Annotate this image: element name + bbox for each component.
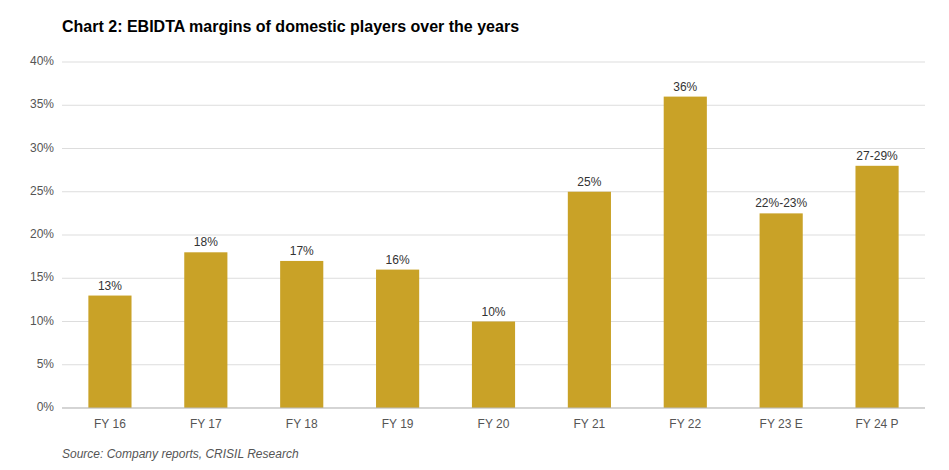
data-label: 36% [673,80,697,94]
source: Source: Company reports, CRISIL Research [62,447,299,461]
bar [280,261,323,408]
x-tick-label: FY 24 P [855,417,898,431]
x-tick-label: FY 23 E [760,417,803,431]
y-tick-label: 30% [30,141,54,155]
data-label: 25% [577,175,601,189]
title: Chart 2: EBIDTA margins of domestic play… [62,18,519,35]
y-tick-label: 20% [30,227,54,241]
chart: Chart 2: EBIDTA margins of domestic play… [0,0,949,470]
grid-line [62,191,925,192]
grid [62,62,925,408]
bar [472,322,515,409]
data-label: 13% [98,279,122,293]
bar [855,166,898,408]
data-label: 18% [194,235,218,249]
x-tick-label: FY 16 [94,417,126,431]
bar [664,97,707,408]
y-tick-label: 35% [30,97,54,111]
grid-line [62,62,925,63]
data-label: 16% [386,253,410,267]
bar [184,252,227,408]
bar [760,213,803,408]
y-tick-label: 0% [37,400,55,414]
y-tick-label: 15% [30,270,54,284]
y-tick-label: 40% [30,54,54,68]
y-tick-label: 10% [30,314,54,328]
bar [568,192,611,408]
x-tick-label: FY 18 [286,417,318,431]
data-label: 27-29% [856,149,898,163]
x-tick-label: FY 22 [669,417,701,431]
x-axis-line [62,408,925,409]
grid-line [62,408,925,409]
y-tick-label: 5% [37,357,55,371]
bar [88,296,131,408]
x-tick-label: FY 21 [573,417,605,431]
data-label: 10% [481,305,505,319]
y-tick-label: 25% [30,184,54,198]
x-tick-label: FY 17 [190,417,222,431]
data-label: 17% [290,244,314,258]
chart-container: Chart 2: EBIDTA margins of domestic play… [0,0,949,470]
x-tick-label: FY 19 [382,417,414,431]
bars [88,97,898,408]
grid-line [62,105,925,106]
x-tick-label: FY 20 [478,417,510,431]
bar [376,270,419,408]
grid-line [62,148,925,149]
data-label: 22%-23% [755,196,807,210]
